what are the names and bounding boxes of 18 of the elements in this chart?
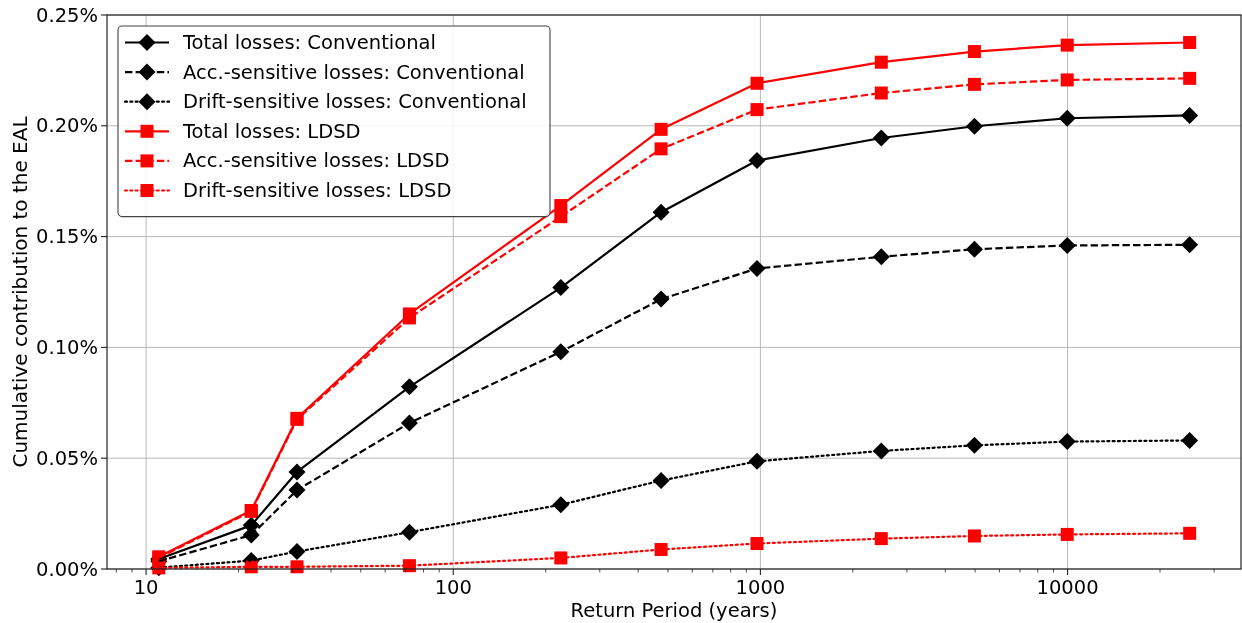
y-tick-label: 0.00% [36,557,98,581]
y-tick-label: 0.10% [36,335,98,359]
y-tick-label: 0.15% [36,225,98,249]
y-tick-label: 0.20% [36,114,98,138]
legend-label: Acc.-sensitive losses: Conventional [183,60,525,84]
x-tick-label: 100 [434,575,472,599]
y-tick-label: 0.05% [36,446,98,470]
x-axis-title: Return Period (years) [570,598,778,622]
legend-label: Acc.-sensitive losses: LDSD [183,149,450,173]
legend-label: Drift-sensitive losses: Conventional [183,90,527,114]
y-axis-title: Cumulative contribution to the EAL [8,115,32,468]
legend-label: Drift-sensitive losses: LDSD [183,179,452,202]
y-tick-label: 0.25% [36,3,98,27]
x-tick-label: 10000 [1036,575,1099,599]
x-tick-label: 10 [133,575,159,599]
legend-label: Total losses: Conventional [182,31,436,54]
legend-label: Total losses: LDSD [182,119,361,143]
x-tick-label: 1000 [735,575,786,599]
